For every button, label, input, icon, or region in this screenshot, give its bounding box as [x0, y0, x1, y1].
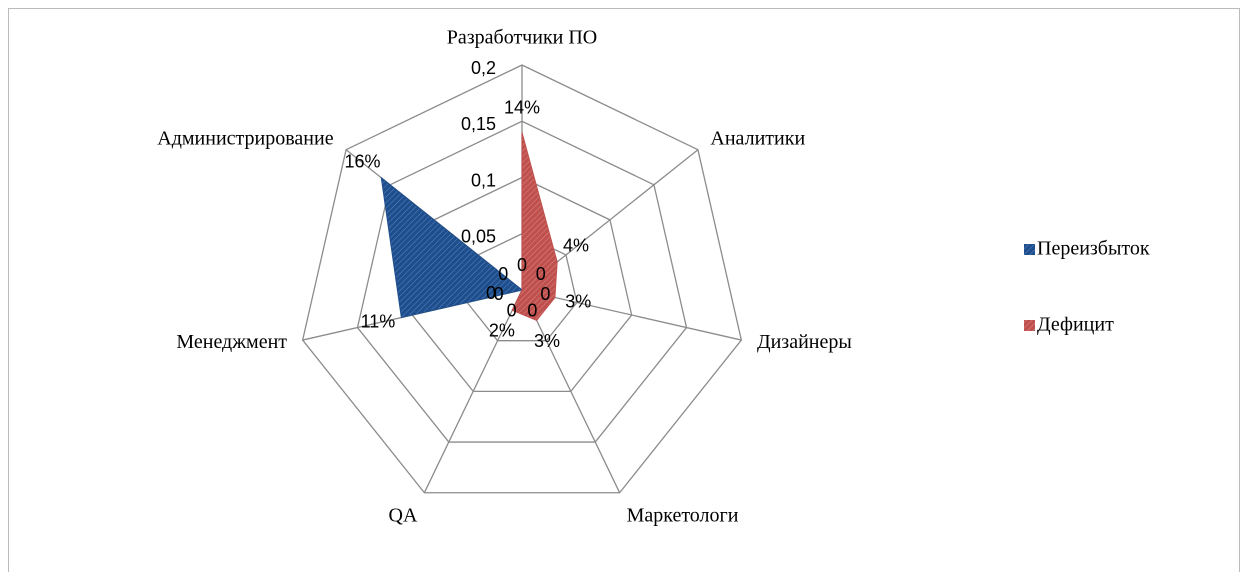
category-label: Маркетологи: [627, 505, 739, 527]
chart-frame: [8, 8, 1240, 572]
legend-label: Переизбыток: [1037, 238, 1150, 260]
category-label: QA: [389, 505, 418, 527]
value-label: 0: [540, 284, 550, 304]
spoke: [423, 289, 523, 494]
tick-label: 0: [486, 283, 496, 303]
spoke: [521, 289, 742, 341]
tick-label: 0,2: [471, 58, 496, 78]
value-label: 2%: [489, 321, 515, 341]
series-area: [511, 132, 558, 322]
spoke: [521, 289, 621, 494]
category-label: Разработчики ПО: [447, 27, 598, 49]
value-label: 0: [527, 300, 537, 320]
legend-label: Дефицит: [1037, 314, 1114, 336]
grid-ring: [301, 64, 743, 494]
value-label: 3%: [534, 331, 560, 351]
tick-label: 0,1: [471, 170, 496, 190]
value-label: 0: [498, 264, 508, 284]
tick-label: 0,05: [461, 227, 496, 247]
value-label: 0: [494, 284, 504, 304]
category-label: Менеджмент: [176, 331, 287, 353]
category-label: Администрирование: [157, 127, 333, 149]
value-label: 0: [536, 264, 546, 284]
value-label: 14%: [504, 97, 540, 117]
value-label: 11%: [361, 312, 396, 332]
value-label: 0: [507, 300, 517, 320]
grid-ring: [356, 120, 688, 443]
legend-swatch: [1024, 320, 1035, 331]
category-label: Аналитики: [710, 127, 805, 149]
value-label: 4%: [563, 236, 589, 256]
series-area: [380, 176, 524, 319]
legend-swatch: [1024, 244, 1035, 255]
value-label: 16%: [344, 152, 380, 172]
tick-label: 0,15: [461, 114, 496, 134]
value-label: 0: [517, 255, 527, 275]
category-label: Дизайнеры: [757, 331, 852, 353]
value-label: 3%: [565, 292, 591, 312]
